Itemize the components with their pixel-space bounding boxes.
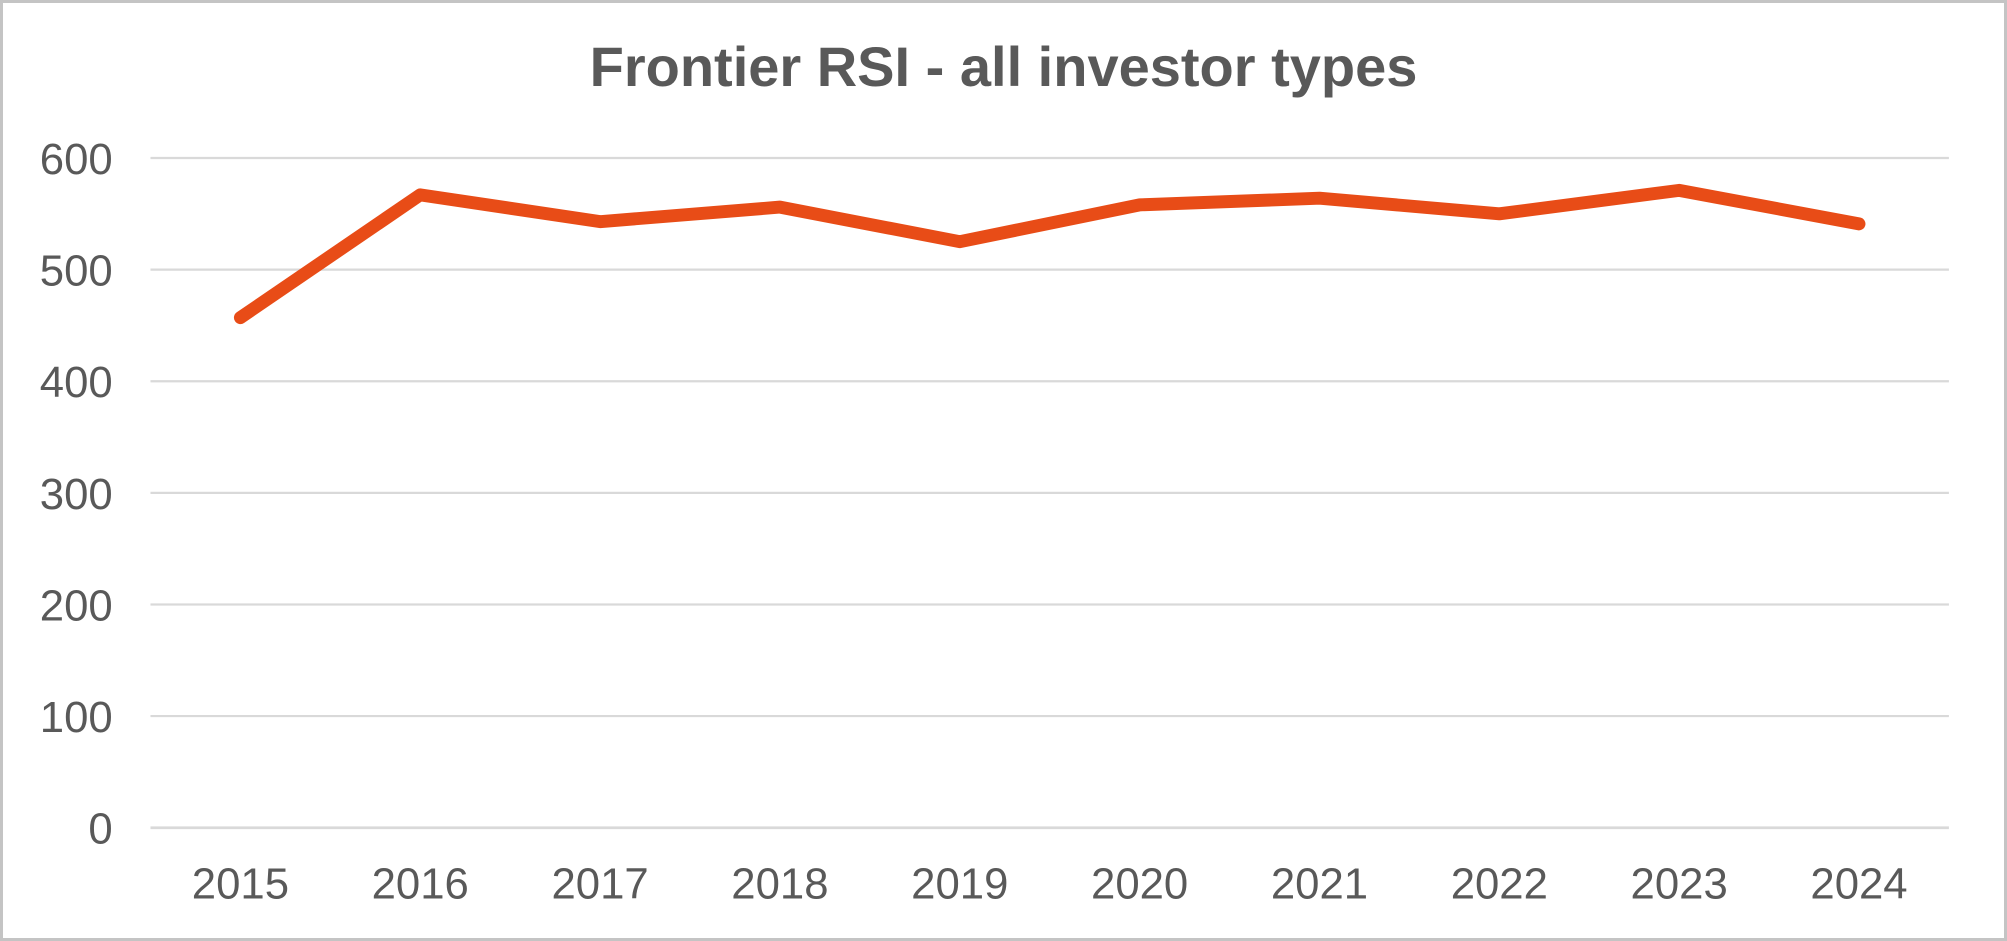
y-tick-label: 100 bbox=[40, 693, 113, 742]
x-tick-label: 2017 bbox=[551, 859, 648, 908]
x-tick-label: 2023 bbox=[1631, 859, 1728, 908]
x-tick-label: 2018 bbox=[731, 859, 828, 908]
x-tick-label: 2016 bbox=[372, 859, 469, 908]
y-tick-label: 400 bbox=[40, 358, 113, 407]
y-tick-label: 0 bbox=[88, 805, 112, 854]
y-tick-label: 600 bbox=[40, 135, 113, 184]
x-tick-label: 2021 bbox=[1271, 859, 1368, 908]
x-tick-label: 2022 bbox=[1451, 859, 1548, 908]
chart-title: Frontier RSI - all investor types bbox=[589, 35, 1418, 98]
y-tick-label: 500 bbox=[40, 247, 113, 296]
x-tick-label: 2015 bbox=[192, 859, 289, 908]
x-tick-label: 2024 bbox=[1810, 859, 1907, 908]
line-chart-canvas: 0 100 200 300 400 500 600 2015 2016 2017 2018 2019 2… bbox=[40, 135, 1949, 908]
y-tick-label: 200 bbox=[40, 581, 113, 630]
y-tick-label: 300 bbox=[40, 470, 113, 519]
x-tick-label: 2019 bbox=[911, 859, 1008, 908]
x-tick-label: 2020 bbox=[1091, 859, 1188, 908]
rsi-series-line bbox=[233, 183, 1866, 325]
